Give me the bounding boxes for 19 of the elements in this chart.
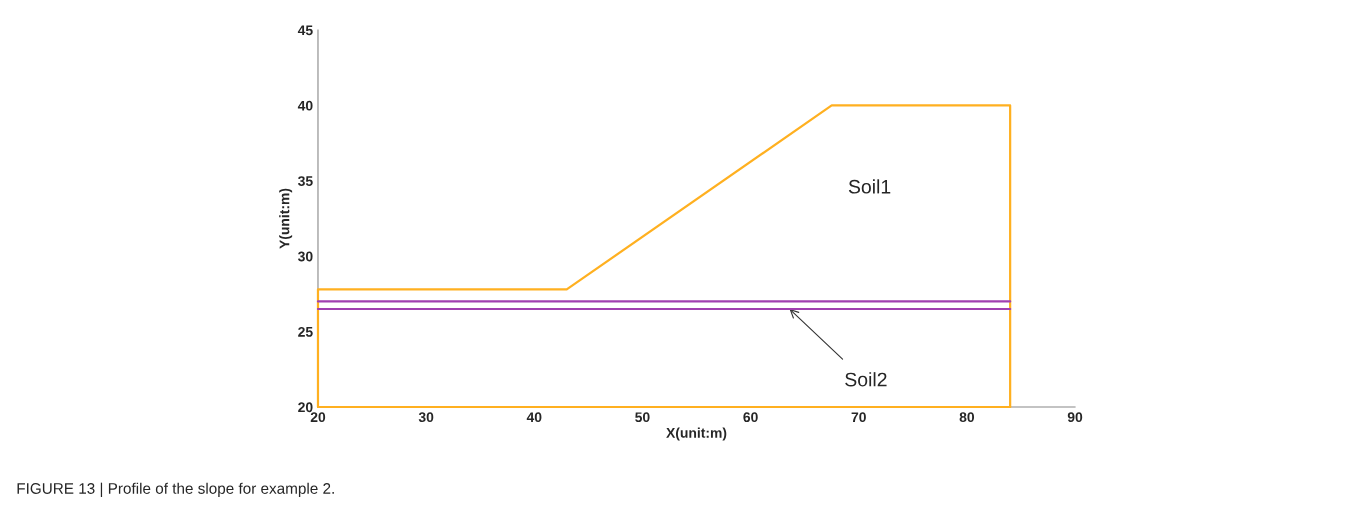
- x-tick-label: 40: [526, 412, 542, 423]
- y-tick-label: 25: [298, 326, 313, 337]
- x-tick-label: 30: [418, 412, 434, 423]
- x-tick-label: 80: [959, 412, 975, 423]
- annotation: Soil1: [848, 179, 891, 194]
- x-tick-label: 60: [743, 412, 758, 423]
- x-tick-label: 70: [851, 412, 866, 423]
- x-tick-label: 90: [1067, 412, 1083, 423]
- x-tick-label: 20: [310, 412, 326, 423]
- y-axis-title: Y(unit:m): [279, 188, 293, 249]
- y-tick-label: 45: [297, 25, 313, 36]
- y-tick-label: 40: [297, 100, 313, 111]
- x-tick-label: 50: [635, 412, 650, 423]
- annotation: Soil2: [845, 372, 887, 387]
- y-tick-label: 20: [298, 402, 313, 413]
- y-tick-label: 30: [297, 251, 313, 262]
- x-axis-title: X(unit:m): [666, 427, 727, 441]
- caption: FIGURE 13 | Profile of the slope for example 2.: [17, 482, 334, 497]
- y-tick-label: 35: [297, 176, 313, 187]
